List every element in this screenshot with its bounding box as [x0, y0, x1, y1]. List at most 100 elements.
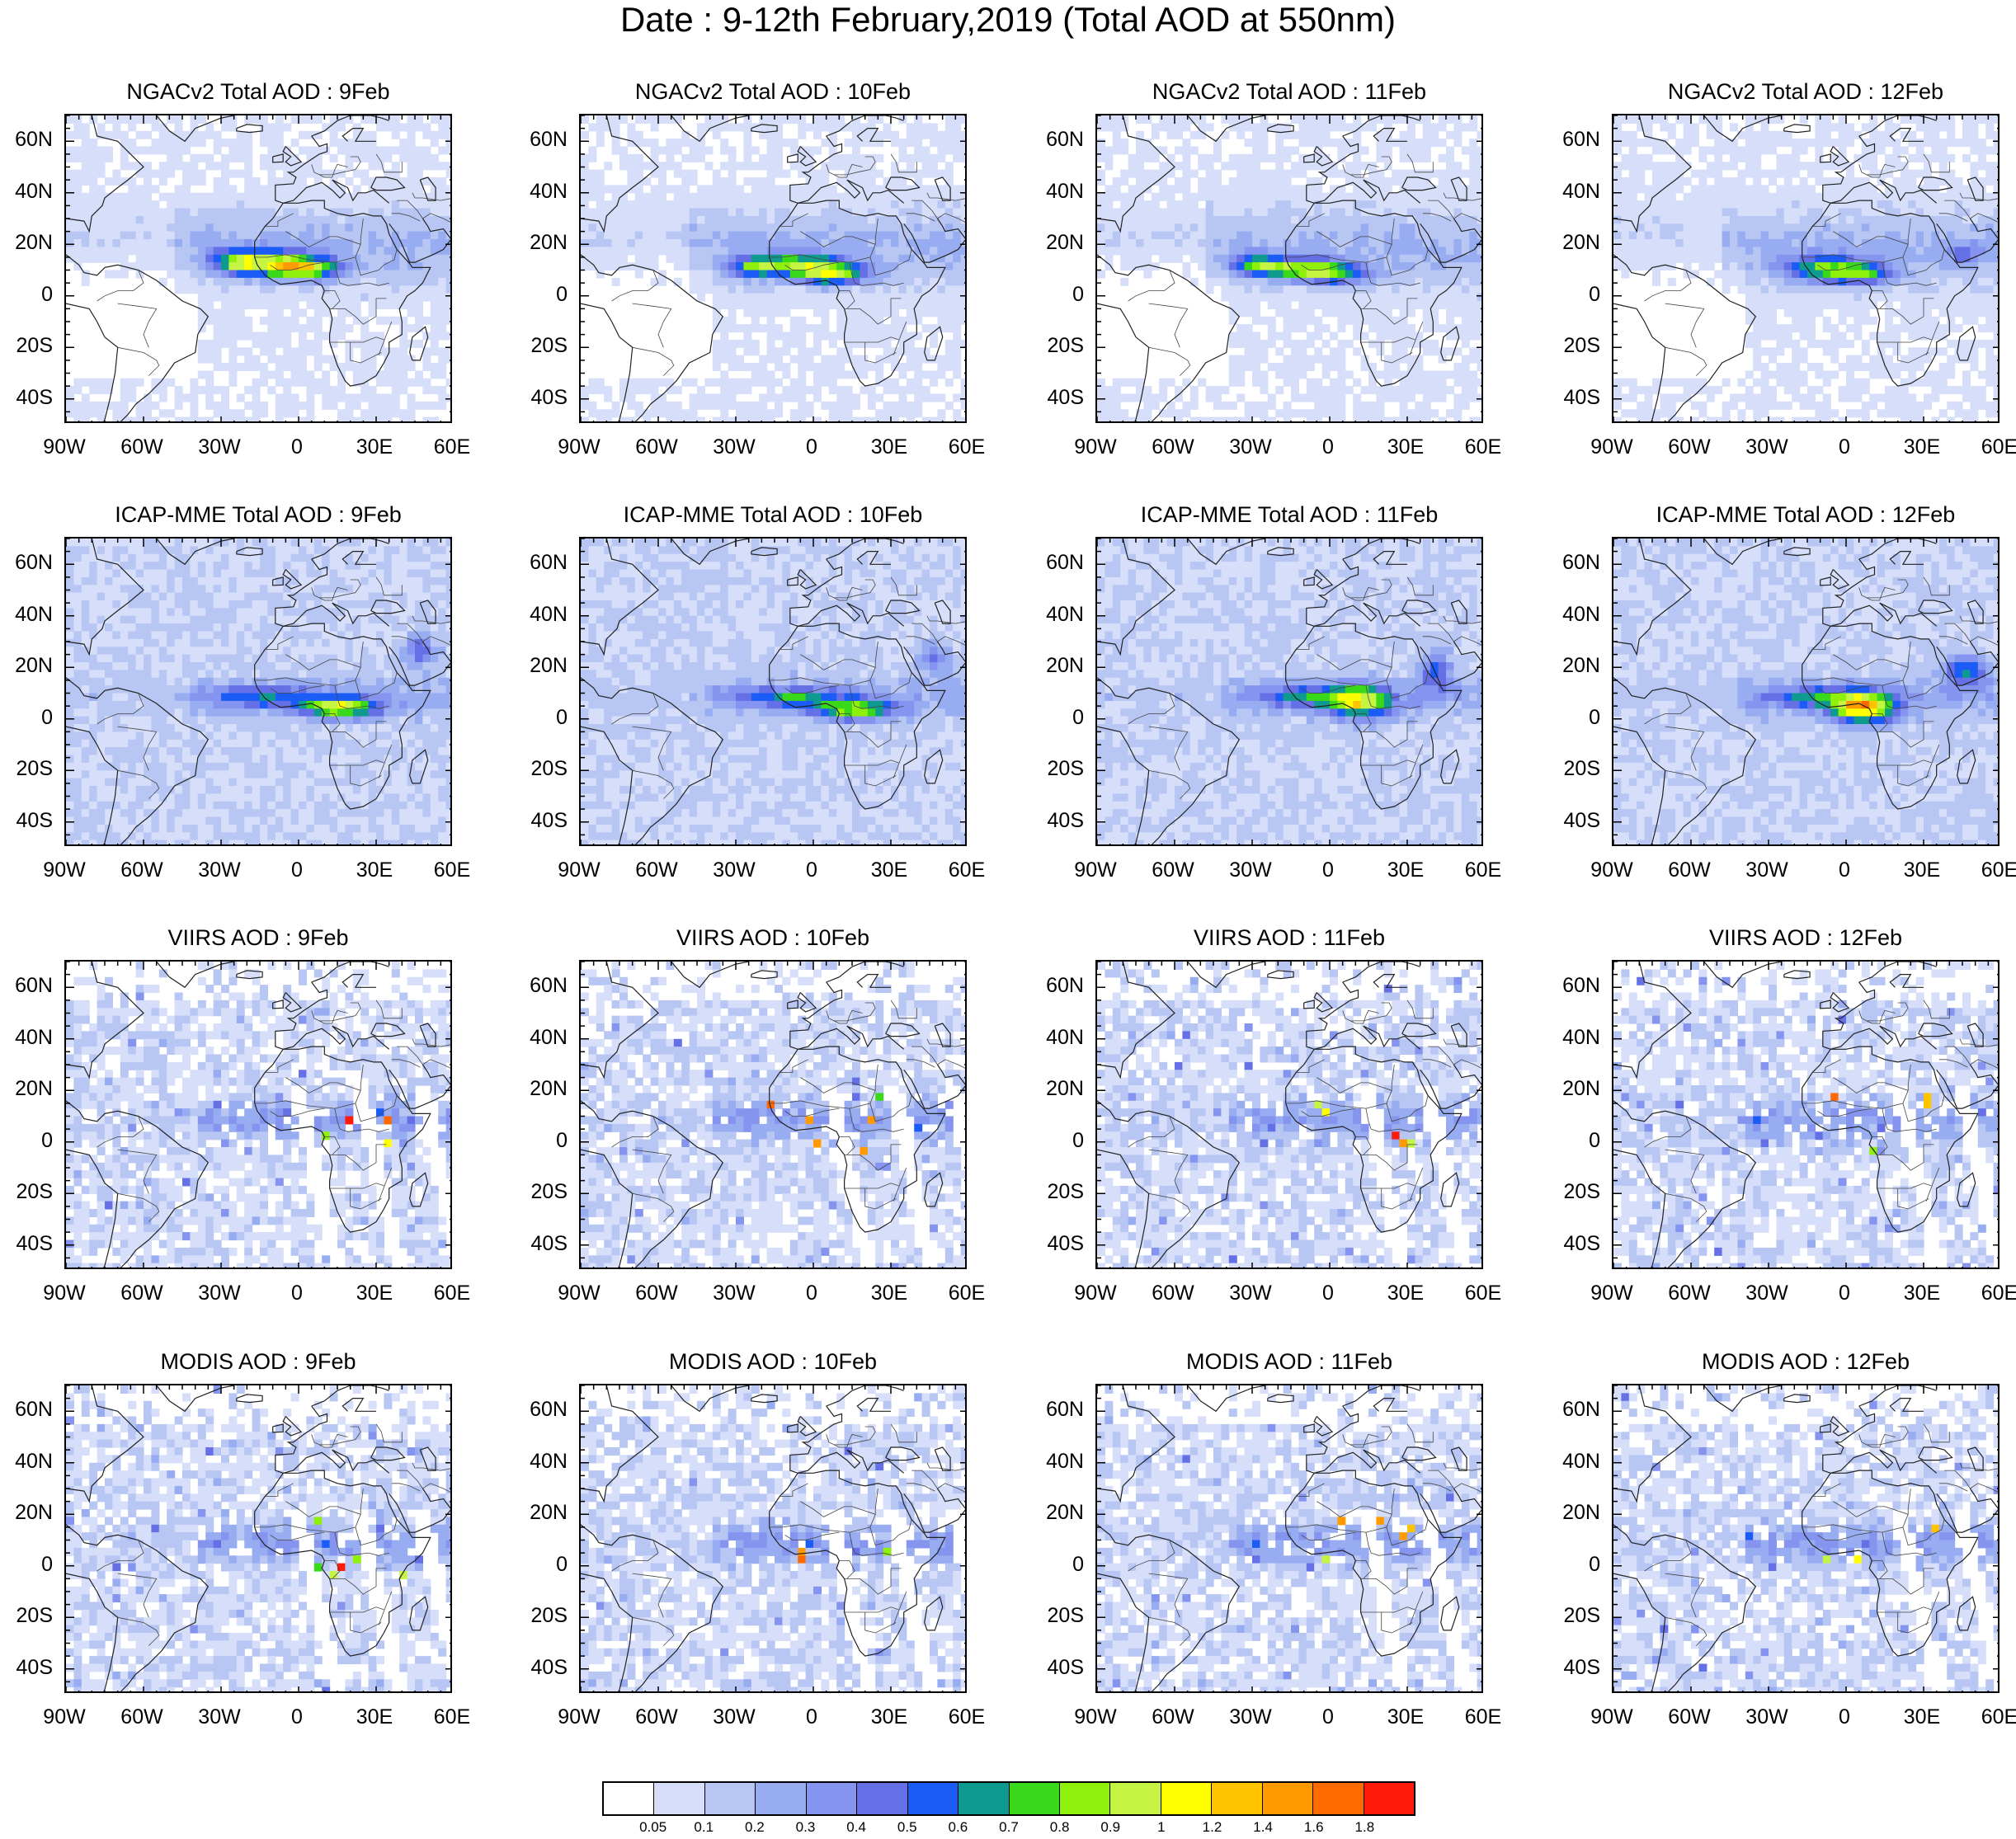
aod-cell [228, 223, 237, 232]
aod-cell [852, 247, 860, 255]
aod-cell [198, 216, 206, 224]
aod-cell [112, 131, 120, 139]
aod-cell [97, 216, 106, 224]
aod-cell [922, 308, 930, 317]
aod-cell [627, 209, 635, 217]
aod-cell [1469, 123, 1477, 131]
aod-cell [1477, 209, 1483, 217]
aod-cell [704, 200, 713, 209]
aod-cell [182, 162, 191, 170]
aod-cell [431, 232, 439, 240]
aod-cell [1291, 394, 1299, 402]
aod-cell [1453, 417, 1462, 423]
aod-cell [1298, 370, 1307, 379]
aod-cell [1407, 216, 1415, 224]
aod-cell [829, 185, 837, 193]
aod-cell [221, 200, 229, 209]
aod-cell [399, 363, 407, 371]
aod-cell [1994, 147, 2000, 155]
aod-cell [736, 285, 744, 294]
aod-cell [1469, 301, 1477, 309]
aod-cell [681, 255, 690, 263]
aod-cell [1337, 115, 1345, 124]
aod-cell [643, 255, 651, 263]
aod-cell [1892, 147, 1901, 155]
aod-cell [868, 402, 876, 410]
aod-cell [1159, 386, 1167, 394]
aod-cell [643, 139, 651, 147]
aod-cell [438, 278, 446, 286]
aod-cell [112, 239, 120, 247]
aod-cell [446, 317, 452, 325]
aod-cell [221, 139, 229, 147]
aod-cell [1213, 193, 1222, 201]
aod-cell [658, 209, 667, 217]
aod-cell [697, 232, 705, 240]
aod-cell [214, 294, 222, 302]
aod-cell [961, 402, 967, 410]
aod-cell [829, 379, 837, 387]
aod-cell [1275, 285, 1284, 294]
aod-cell [1423, 379, 1431, 387]
aod-cell [306, 347, 314, 355]
aod-cell [369, 347, 377, 355]
aod-cell [1477, 131, 1483, 139]
aod-cell [612, 147, 620, 155]
aod-cell [736, 363, 744, 371]
aod-cell [337, 232, 346, 240]
aod-cell [798, 363, 806, 371]
aod-cell [407, 115, 416, 124]
aod-cell [798, 386, 806, 394]
aod-cell [322, 402, 330, 410]
aod-cell [790, 324, 798, 332]
aod-cell [1384, 154, 1392, 162]
aod-cell [1407, 200, 1415, 209]
aod-cell [446, 115, 452, 124]
aod-cell [697, 285, 705, 294]
aod-cell [953, 255, 961, 263]
aod-cell [198, 247, 206, 255]
aod-cell [713, 185, 721, 193]
aod-cell [399, 379, 407, 387]
aod-cell [1469, 270, 1477, 279]
aod-cell [89, 409, 97, 417]
aod-cell [276, 270, 284, 279]
aod-cell [1368, 294, 1377, 302]
aod-cell [891, 139, 899, 147]
aod-cell [922, 386, 930, 394]
aod-cell [322, 223, 330, 232]
aod-cell [105, 216, 113, 224]
aod-cell [697, 417, 705, 423]
aod-cell [743, 223, 751, 232]
aod-cell [105, 270, 113, 279]
aod-cell [1423, 370, 1431, 379]
aod-cell [813, 216, 822, 224]
aod-cell [666, 247, 674, 255]
aod-cell [883, 386, 892, 394]
aod-cell [1400, 193, 1408, 201]
aod-cell [260, 209, 268, 217]
aod-cell [1453, 301, 1462, 309]
aod-cell [314, 239, 323, 247]
aod-cell [836, 386, 845, 394]
aod-cell [1190, 170, 1199, 178]
aod-cell [883, 216, 892, 224]
aod-cell [337, 216, 346, 224]
aod-cell [422, 285, 431, 294]
aod-cell [1097, 154, 1105, 162]
aod-cell [1462, 232, 1470, 240]
aod-cell [1213, 209, 1222, 217]
aod-cell [922, 162, 930, 170]
aod-cell [690, 255, 698, 263]
aod-cell [314, 308, 323, 317]
aod-cell [836, 223, 845, 232]
aod-cell [1307, 123, 1315, 131]
aod-cell [1113, 115, 1121, 124]
aod-cell [922, 417, 930, 423]
aod-cell [953, 232, 961, 240]
aod-cell [369, 162, 377, 170]
aod-cell [1462, 332, 1470, 341]
aod-cell [743, 285, 751, 294]
aod-cell [1252, 285, 1260, 294]
aod-cell [1330, 223, 1338, 232]
